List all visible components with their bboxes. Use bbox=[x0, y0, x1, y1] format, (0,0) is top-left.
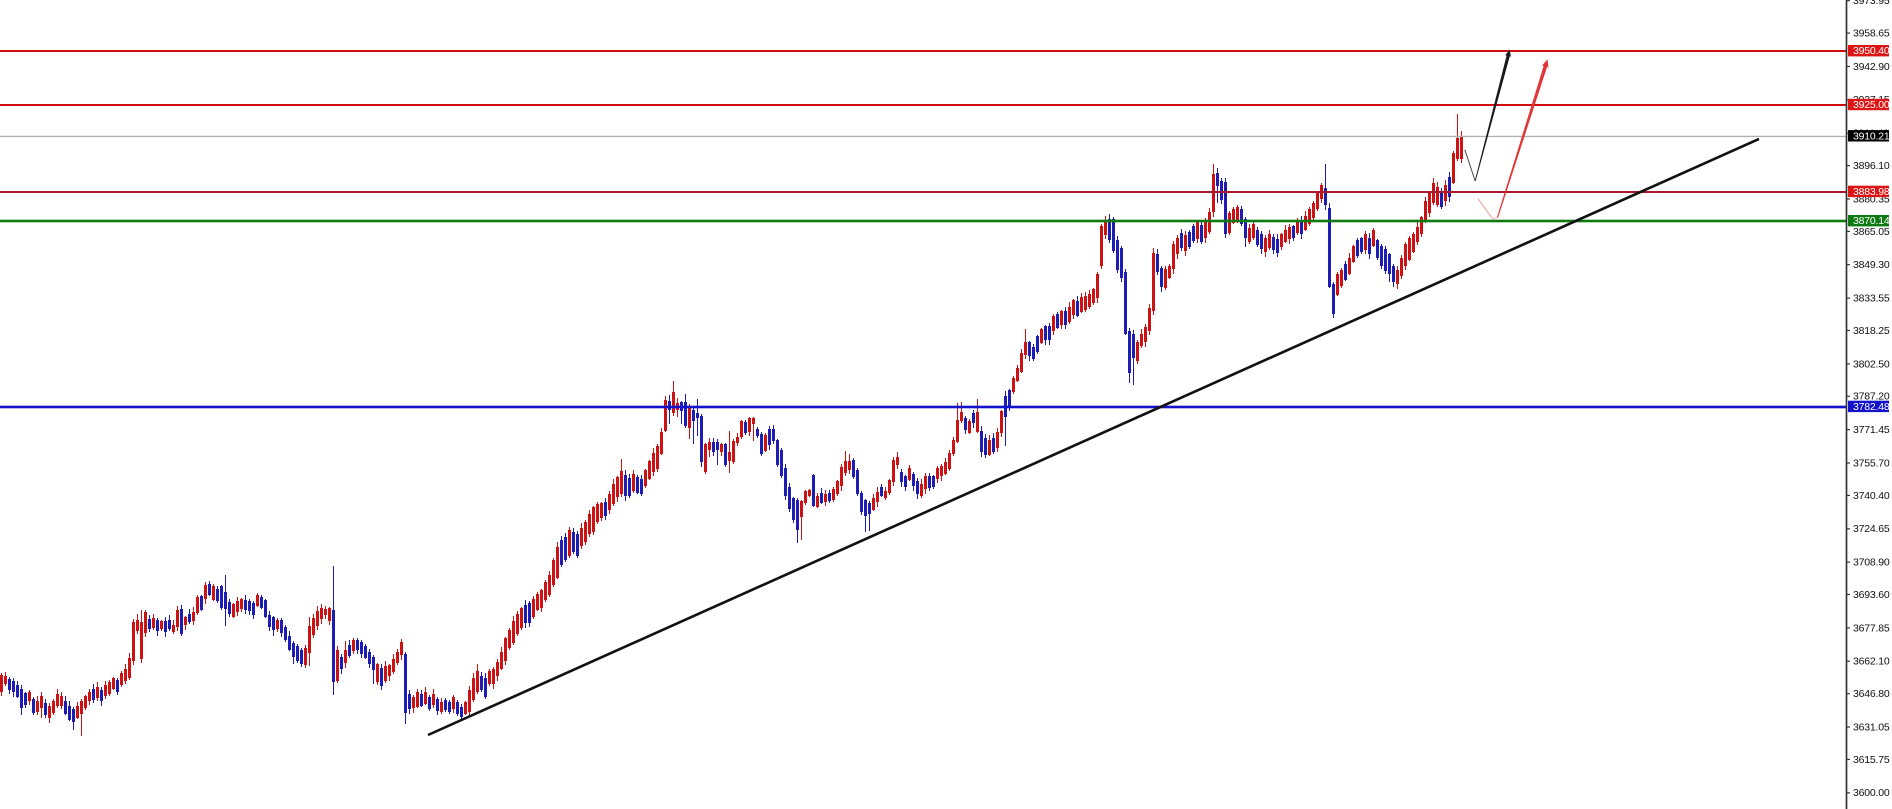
svg-text:3870.14: 3870.14 bbox=[1853, 215, 1890, 227]
svg-text:3646.80: 3646.80 bbox=[1853, 688, 1890, 700]
svg-text:3787.20: 3787.20 bbox=[1853, 391, 1890, 403]
svg-text:3631.05: 3631.05 bbox=[1853, 721, 1890, 733]
svg-text:3755.70: 3755.70 bbox=[1853, 457, 1890, 469]
svg-text:3950.40: 3950.40 bbox=[1853, 45, 1890, 57]
svg-text:3662.10: 3662.10 bbox=[1853, 656, 1890, 668]
svg-text:3708.90: 3708.90 bbox=[1853, 557, 1890, 569]
svg-text:3925.00: 3925.00 bbox=[1853, 99, 1890, 111]
svg-text:3865.05: 3865.05 bbox=[1853, 226, 1890, 238]
svg-text:3849.30: 3849.30 bbox=[1853, 259, 1890, 271]
svg-text:3910.21: 3910.21 bbox=[1853, 130, 1890, 142]
svg-text:3724.65: 3724.65 bbox=[1853, 523, 1890, 535]
svg-text:3883.98: 3883.98 bbox=[1853, 186, 1890, 198]
svg-text:3782.48: 3782.48 bbox=[1853, 401, 1890, 413]
svg-text:3600.00: 3600.00 bbox=[1853, 787, 1890, 799]
svg-text:3802.50: 3802.50 bbox=[1853, 358, 1890, 370]
svg-text:3896.10: 3896.10 bbox=[1853, 160, 1890, 172]
svg-text:3693.60: 3693.60 bbox=[1853, 589, 1890, 601]
svg-text:3740.40: 3740.40 bbox=[1853, 490, 1890, 502]
svg-text:3615.75: 3615.75 bbox=[1853, 754, 1890, 766]
svg-text:3677.85: 3677.85 bbox=[1853, 622, 1890, 634]
svg-text:3942.90: 3942.90 bbox=[1853, 61, 1890, 73]
svg-text:3973.95: 3973.95 bbox=[1853, 0, 1890, 7]
svg-text:3833.55: 3833.55 bbox=[1853, 293, 1890, 305]
svg-text:3771.45: 3771.45 bbox=[1853, 424, 1890, 436]
svg-text:3958.65: 3958.65 bbox=[1853, 28, 1890, 40]
svg-text:3818.25: 3818.25 bbox=[1853, 325, 1890, 337]
